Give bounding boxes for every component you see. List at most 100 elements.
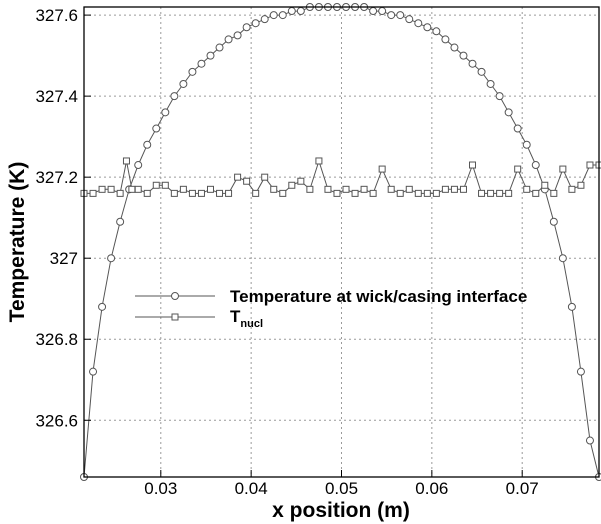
- data-point: [504, 108, 513, 117]
- data-point: [107, 254, 116, 263]
- data-point: [188, 67, 197, 76]
- data-point: [161, 108, 170, 117]
- data-point: [143, 140, 152, 149]
- data-point: [261, 173, 269, 181]
- data-point: [469, 161, 477, 169]
- data-point: [523, 185, 531, 193]
- data-point: [215, 43, 224, 52]
- data-point: [576, 367, 585, 376]
- axis-layer: 0.03 0.04 0.05 0.06 0.07 326.6 326.8 327 327.2 32…: [35, 6, 538, 498]
- data-point: [423, 23, 432, 32]
- series-layer: [80, 3, 601, 481]
- data-point: [242, 23, 251, 32]
- legend-label-interface: Temperature at wick/casing interface: [230, 287, 527, 306]
- legend-label-nucl-main: T: [230, 307, 241, 326]
- data-point: [116, 189, 124, 197]
- data-point: [179, 79, 188, 88]
- data-point: [188, 189, 196, 197]
- data-point: [513, 124, 522, 133]
- data-point: [122, 157, 130, 165]
- x-tick-label: 0.04: [235, 479, 268, 498]
- data-point: [459, 51, 468, 60]
- data-point: [170, 92, 179, 101]
- data-point: [224, 35, 233, 44]
- data-point: [405, 185, 413, 193]
- y-tick-label: 326.8: [35, 330, 78, 349]
- data-point: [541, 181, 549, 189]
- data-point: [152, 124, 161, 133]
- data-point: [423, 189, 431, 197]
- data-point: [128, 185, 136, 193]
- data-point: [279, 189, 287, 197]
- data-point: [233, 31, 242, 40]
- data-point: [333, 189, 341, 197]
- data-point: [278, 11, 287, 20]
- data-point: [252, 189, 260, 197]
- data-point: [161, 181, 169, 189]
- data-point: [396, 11, 405, 20]
- data-point: [514, 165, 522, 173]
- data-point: [549, 217, 558, 226]
- data-point: [550, 189, 558, 197]
- data-point: [152, 181, 160, 189]
- data-point: [496, 189, 504, 197]
- y-tick-label: 327.2: [35, 168, 78, 187]
- grid-layer: [84, 7, 599, 477]
- data-point: [143, 189, 151, 197]
- legend-label-nucl: Tnucl: [230, 307, 263, 330]
- data-point: [116, 217, 125, 226]
- data-point: [269, 11, 278, 20]
- data-point: [441, 185, 449, 193]
- y-axis-title: Temperature (K): [6, 162, 29, 323]
- data-point: [369, 7, 378, 16]
- data-point: [296, 7, 305, 16]
- y-tick-label: 326.6: [35, 411, 78, 430]
- data-point: [89, 189, 97, 197]
- data-point: [251, 19, 260, 28]
- data-point: [378, 165, 386, 173]
- data-point: [342, 185, 350, 193]
- data-point: [459, 185, 467, 193]
- y-tick-label: 327.6: [35, 6, 78, 25]
- data-point: [586, 161, 594, 169]
- data-point: [505, 189, 513, 197]
- data-point: [260, 15, 269, 24]
- data-point: [89, 367, 98, 376]
- data-point: [558, 254, 567, 263]
- data-point: [297, 177, 305, 185]
- x-tick-label: 0.05: [325, 479, 358, 498]
- series-0: [80, 3, 601, 481]
- data-point: [396, 189, 404, 197]
- data-point: [441, 35, 450, 44]
- data-point: [387, 11, 396, 20]
- data-point: [134, 185, 142, 193]
- data-point: [577, 181, 585, 189]
- legend-label-nucl-sub: nucl: [240, 318, 263, 330]
- data-point: [567, 302, 576, 311]
- data-point: [243, 177, 251, 185]
- data-point: [486, 79, 495, 88]
- data-point: [170, 189, 178, 197]
- data-point: [414, 189, 422, 197]
- data-point: [522, 140, 531, 149]
- data-point: [270, 185, 278, 193]
- data-point: [197, 189, 205, 197]
- data-point: [568, 185, 576, 193]
- data-point: [225, 189, 233, 197]
- data-point: [324, 185, 332, 193]
- data-point: [369, 189, 377, 197]
- data-point: [405, 15, 414, 24]
- data-point: [477, 67, 486, 76]
- data-point: [351, 189, 359, 197]
- data-point: [179, 185, 187, 193]
- data-point: [532, 189, 540, 197]
- data-point: [197, 59, 206, 68]
- data-point: [206, 185, 214, 193]
- x-axis-title: x position (m): [272, 499, 410, 522]
- y-tick-label: 327: [50, 249, 78, 268]
- data-point: [360, 185, 368, 193]
- x-tick-label: 0.03: [144, 479, 177, 498]
- data-point: [287, 7, 296, 16]
- y-tick-label: 327.4: [35, 87, 78, 106]
- data-point: [495, 92, 504, 101]
